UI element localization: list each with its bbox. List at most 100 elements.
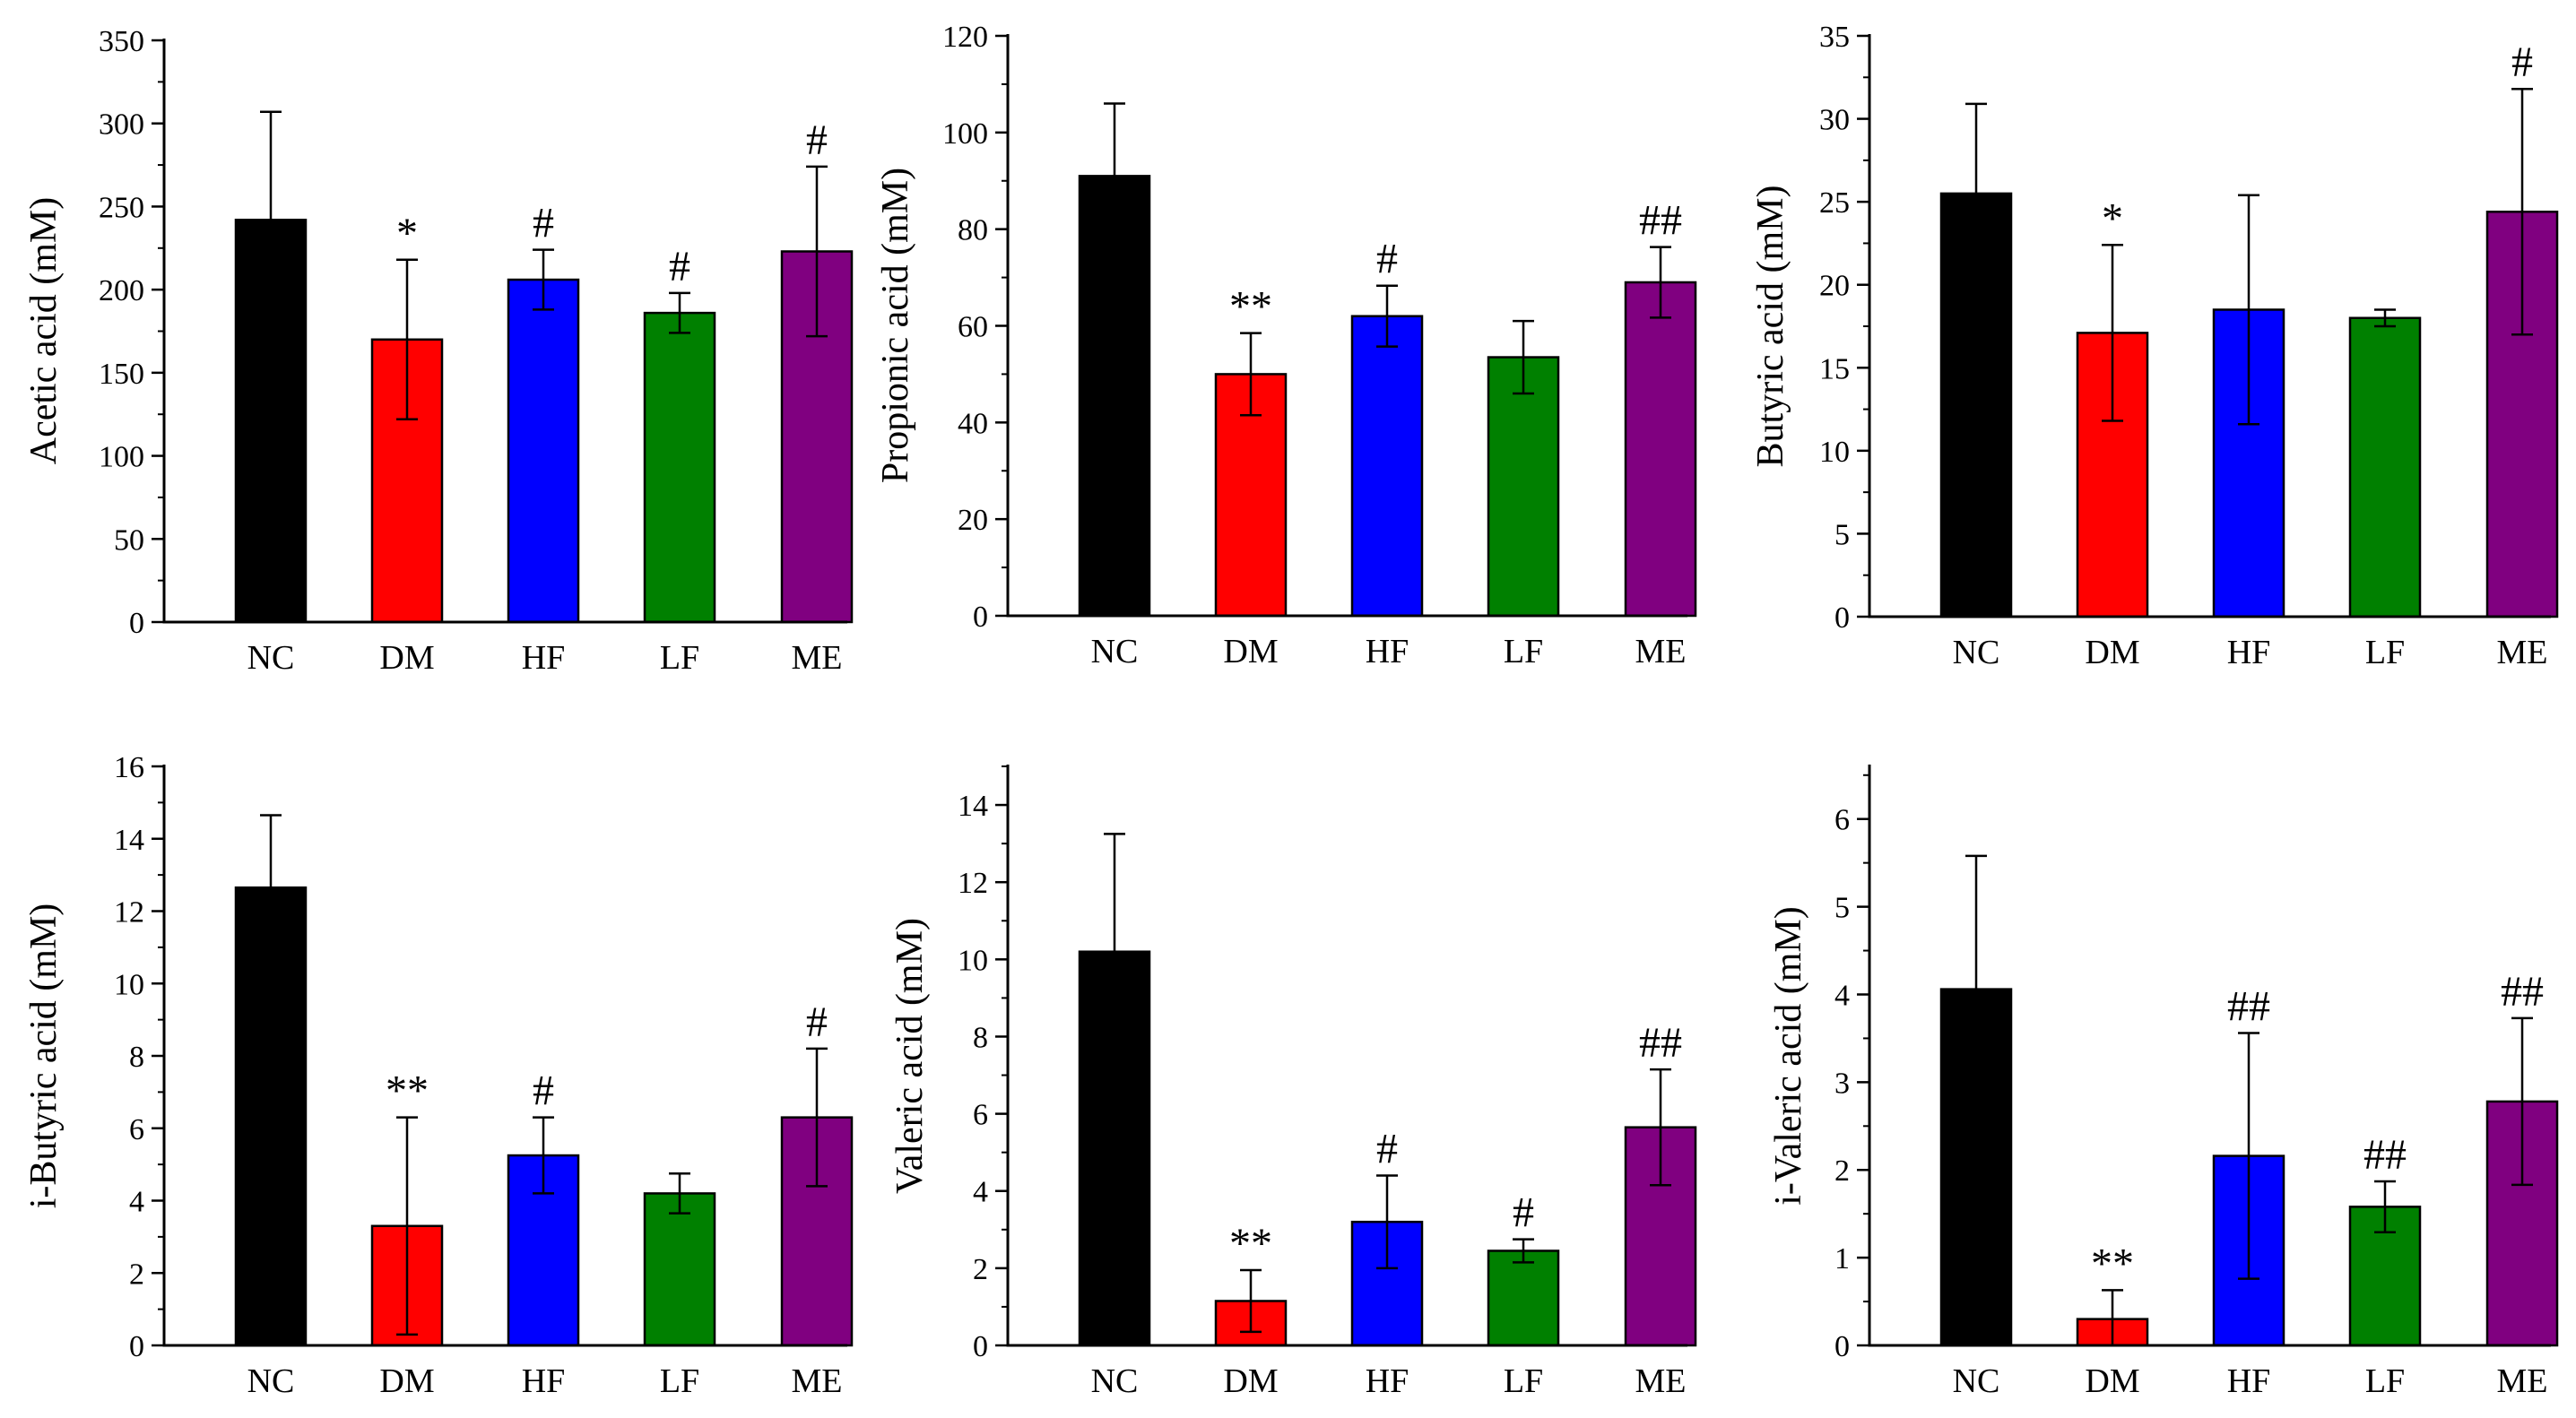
x-tick-label: HF [1366,633,1409,670]
x-tick-label: DM [379,639,434,677]
x-tick-label: LF [1504,633,1543,670]
y-tick-label: 120 [942,21,988,54]
x-tick-label: ME [2497,634,2548,671]
y-tick-label: 14 [958,790,988,823]
x-tick-label: ME [1635,633,1687,670]
y-tick-label: 6 [129,1113,144,1146]
x-tick-label: NC [1091,633,1139,670]
significance-mark: ** [386,1068,429,1115]
x-tick-label: HF [522,1362,566,1400]
y-tick-label: 3 [1834,1067,1850,1100]
y-tick-label: 10 [1819,436,1850,469]
y-tick-label: 5 [1834,892,1850,925]
significance-mark: # [669,243,690,290]
significance-mark: # [533,1068,554,1115]
x-tick-label: DM [1223,633,1278,670]
x-tick-label: HF [2227,1362,2271,1400]
chart-panel-3: Butyric acid (mM) 0 5 10 15 20 25 30 35 NC * DM HF LF… [1750,21,2559,671]
bar-lf [1487,1249,1560,1347]
x-tick-label: HF [1366,1362,1409,1400]
y-tick-label: 20 [958,504,988,537]
y-tick-label: 2 [973,1253,988,1286]
y-axis-title: i-Valeric acid (mM) [1768,906,1809,1206]
significance-mark: # [1513,1189,1534,1237]
significance-mark: * [396,210,418,257]
y-tick-label: 2 [129,1258,144,1291]
y-tick-label: 12 [114,896,144,929]
x-tick-label: LF [660,1362,699,1400]
x-tick-label: NC [1953,1362,2000,1400]
bar-hf [1350,315,1424,618]
y-tick-label: 4 [129,1186,144,1219]
x-tick-label: DM [1223,1362,1278,1400]
y-tick-label: 0 [973,1330,988,1363]
y-tick-label: 150 [99,358,144,391]
bar-nc [234,886,308,1347]
significance-mark: # [2511,39,2533,86]
significance-mark: ## [2501,968,2544,1016]
y-tick-label: 5 [1834,518,1850,551]
y-tick-label: 4 [973,1176,988,1209]
x-tick-label: DM [379,1362,434,1400]
y-tick-label: 40 [958,407,988,440]
y-tick-label: 300 [99,108,144,142]
y-tick-label: 0 [973,601,988,634]
significance-mark: ## [2364,1131,2407,1179]
y-tick-label: 4 [1834,979,1850,1012]
chart-panel-1: Acetic acid (mM) 0 50 100 150 200 250 300 350 NC *… [23,25,854,677]
y-tick-label: 20 [1819,270,1850,303]
y-tick-label: 0 [129,607,144,640]
y-tick-label: 6 [1834,804,1850,837]
y-tick-label: 250 [99,191,144,224]
bar-hf [507,278,580,624]
significance-mark: ## [2227,983,2270,1031]
significance-mark: # [533,200,554,247]
x-tick-label: NC [247,639,295,677]
significance-mark: ** [2091,1240,2134,1287]
y-tick-label: 12 [958,867,988,900]
y-tick-label: 8 [129,1041,144,1074]
significance-mark: # [1376,236,1398,283]
y-tick-label: 0 [1834,1330,1850,1363]
y-tick-label: 50 [114,523,144,557]
significance-mark: ** [1229,1220,1272,1267]
x-tick-label: ME [792,1362,843,1400]
y-tick-label: 10 [958,944,988,977]
x-tick-label: HF [522,639,566,677]
y-axis-title: Butyric acid (mM) [1750,186,1791,468]
y-tick-label: 16 [114,751,144,784]
y-tick-label: 2 [1834,1154,1850,1188]
y-axis-title: i-Butyric acid (mM) [23,904,65,1209]
y-tick-label: 60 [958,311,988,344]
y-axis-title: Propionic acid (mM) [875,168,916,483]
significance-mark: # [806,999,828,1046]
y-tick-label: 0 [129,1330,144,1363]
bar-lf [643,311,716,624]
y-tick-label: 0 [1834,601,1850,635]
bar-me [1624,281,1697,618]
chart-panel-4: i-Butyric acid (mM) 0 2 4 6 8 10 12 14 16 NC ** DM # H… [23,751,854,1400]
x-tick-label: NC [247,1362,295,1400]
x-tick-label: DM [2085,634,2139,671]
bar-lf [2348,316,2422,618]
x-tick-label: ME [792,639,843,677]
y-axis-title: Acetic acid (mM) [23,197,65,465]
y-tick-label: 1 [1834,1242,1850,1275]
x-tick-label: LF [2365,1362,2405,1400]
x-tick-label: NC [1953,634,2000,671]
y-tick-label: 8 [973,1021,988,1054]
x-tick-label: ME [1635,1362,1687,1400]
significance-mark: ## [1639,1019,1682,1067]
bar-lf [1487,356,1560,618]
significance-mark: * [2102,195,2123,242]
x-tick-label: LF [660,639,699,677]
chart-panel-5: Valeric acid (mM) 0 2 4 6 8 10 12 14 NC ** DM # HF # LF… [889,765,1697,1400]
significance-mark: ## [1639,197,1682,245]
significance-mark: ** [1229,283,1272,331]
y-tick-label: 350 [99,25,144,58]
y-tick-label: 100 [942,117,988,151]
chart-panel-2: Propionic acid (mM) 0 20 40 60 80 100 120 NC ** DM… [875,21,1697,670]
x-tick-label: ME [2497,1362,2548,1400]
x-tick-label: HF [2227,634,2271,671]
y-axis-title: Valeric acid (mM) [889,918,931,1194]
